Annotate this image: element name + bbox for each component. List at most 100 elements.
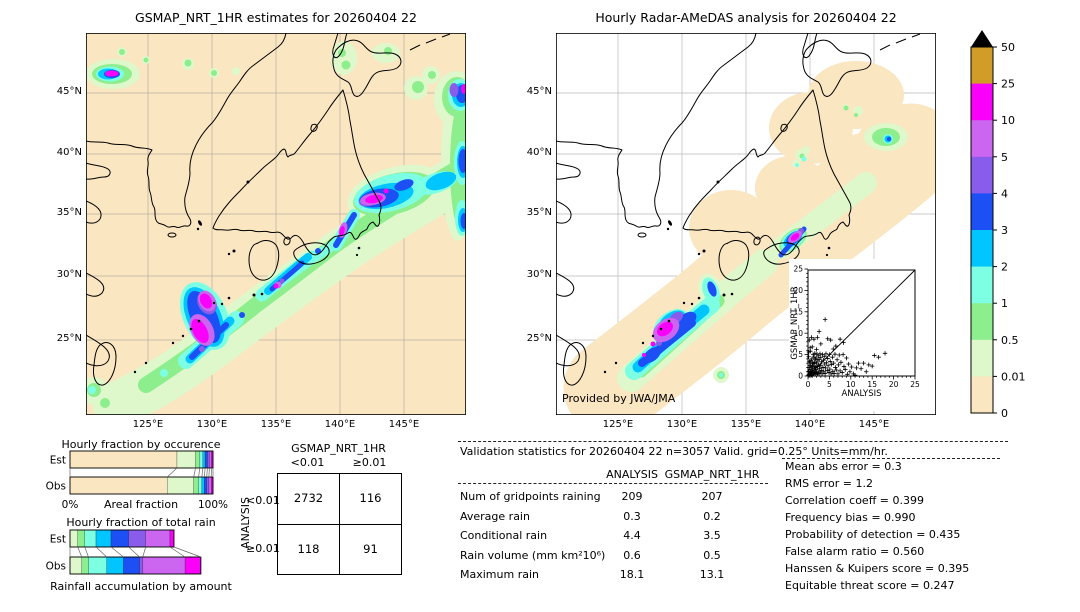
scatter-point: [841, 364, 847, 369]
bar-segment: [88, 556, 108, 575]
scatter-point: [830, 354, 835, 360]
scatter-point: [825, 336, 830, 341]
axis-tick: 125°E: [602, 419, 634, 430]
axis-tick: 145°E: [388, 419, 420, 430]
row-label-est: Est: [50, 455, 66, 467]
score-item: Probability of detection = 0.435: [785, 528, 961, 541]
stats-value-gsmap: 0.2: [703, 509, 721, 523]
scatter-point: [872, 353, 877, 358]
scatter-point: [808, 348, 813, 354]
inset-tick-label: 25: [910, 380, 920, 389]
axis-tick: 30°N: [56, 269, 82, 280]
stats-row-label: Conditional rain: [460, 529, 548, 542]
bar-segment: [95, 529, 112, 548]
stats-col-header: ANALYSIS: [606, 468, 658, 481]
bar-segment: [195, 450, 201, 469]
bar-segment: [77, 529, 85, 548]
scatter-point: [813, 367, 819, 372]
scatter-point: [817, 351, 823, 356]
inset-tick-label: 10: [846, 380, 856, 389]
colorbar-segment: [971, 376, 993, 414]
scatter-point: [856, 360, 861, 366]
stats-row-label: Num of gridpoints raining: [460, 490, 601, 503]
scatter-point: [825, 356, 830, 361]
scatter-point: [816, 362, 821, 368]
axis-tick: 35°N: [526, 207, 552, 218]
scatter-point: [824, 360, 829, 365]
scatter-point: [822, 354, 827, 359]
bar-segment: [123, 556, 140, 575]
left-map-rainfield: [86, 41, 466, 415]
colorbar-tick-label: 0.01: [1001, 370, 1026, 383]
bar-segment: [81, 556, 89, 575]
row-label-est: Est: [50, 534, 66, 546]
score-item: Correlation coeff = 0.399: [785, 494, 924, 507]
bar-segment: [69, 450, 178, 469]
axis-tick: 45°N: [526, 86, 552, 97]
bar-segment: [166, 476, 194, 495]
bar-connector: [77, 546, 83, 558]
stats-row-label: Rain volume (mm km²10⁶): [460, 548, 606, 562]
bar-segment: [142, 556, 186, 575]
divider: [782, 458, 1000, 459]
axis-tick: 45°N: [56, 86, 82, 97]
divider: [278, 524, 401, 525]
bar-outline: [69, 556, 202, 575]
bar-segment: [193, 476, 199, 495]
scatter-point: [825, 363, 831, 368]
axis-tick: 40°N: [56, 147, 82, 158]
divider: [458, 441, 1008, 442]
scatter-point: [819, 368, 824, 373]
bar-connector: [173, 546, 201, 558]
scatter-point: [852, 372, 858, 378]
scatter-point: [813, 355, 819, 361]
bar-segment: [110, 529, 129, 548]
bar-connector: [204, 467, 206, 478]
scatter-point: [835, 371, 841, 377]
bar-connector: [198, 467, 201, 478]
scatter-point: [866, 362, 871, 368]
bar-connector: [201, 467, 204, 478]
contingency-col-label: ≥0.01: [352, 456, 387, 469]
bar-segment: [145, 529, 171, 548]
bar-segment: [128, 529, 146, 548]
inset-tick-label: 0: [806, 380, 811, 389]
right-map: 00 5 5 10 10 15 15 20 20 25 25 ANALYSIS GSMAP_NRT_…: [556, 33, 936, 415]
bar-connector: [142, 546, 146, 558]
scatter-point: [810, 344, 815, 350]
inset-tick-label: 0: [798, 372, 803, 381]
score-item: Equitable threat score = 0.247: [785, 579, 955, 592]
contingency-cell: 91: [363, 542, 378, 556]
scatter-point: [828, 371, 834, 377]
bar-connector: [169, 546, 186, 558]
left-map-grid: [86, 33, 466, 415]
coastlines: [86, 33, 451, 386]
bar-outline: [69, 450, 214, 469]
bar-connector: [167, 467, 178, 478]
colorbar-segment: [971, 83, 993, 121]
scatter-point: [818, 355, 824, 360]
scatter-point: [827, 352, 832, 357]
bar-segment: [208, 476, 212, 495]
score-item: False alarm ratio = 0.560: [785, 545, 925, 558]
bar-segment: [184, 556, 202, 575]
bar-connector: [193, 467, 196, 478]
bar-connector: [208, 467, 210, 478]
scatter-point: [823, 351, 829, 356]
scatter-point: [815, 335, 820, 340]
scatter-point: [809, 335, 814, 340]
score-item: RMS error = 1.2: [785, 477, 873, 490]
right-map-rainfield: [617, 104, 908, 392]
bar-segment: [199, 450, 204, 469]
small-islands: [603, 180, 831, 374]
scatter-point: [834, 357, 840, 362]
inset-points: [806, 317, 888, 378]
bar-segment: [201, 476, 205, 495]
contingency-col-label: <0.01: [290, 456, 325, 469]
colorbar-segment: [971, 47, 993, 85]
stats-value-analysis: 0.6: [623, 548, 641, 562]
scatter-point: [806, 354, 811, 359]
axis-min-label: 0%: [62, 499, 79, 511]
inset-tick-label: 20: [889, 380, 899, 389]
